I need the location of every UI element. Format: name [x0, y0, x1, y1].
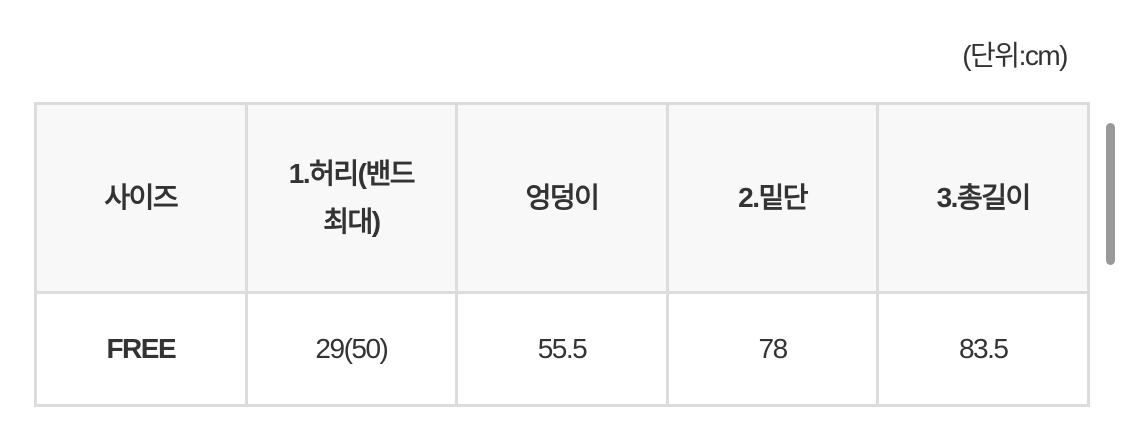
- scrollbar[interactable]: [1106, 123, 1115, 265]
- cell-waist: 29(50): [244, 291, 459, 407]
- header-total-length: 3.총길이: [876, 102, 1090, 294]
- cell-hem: 78: [665, 291, 880, 407]
- table-row: FREE 29(50) 55.5 78 83.5: [34, 291, 1090, 407]
- cell-hip: 55.5: [455, 291, 669, 407]
- unit-label: (단위:cm): [962, 40, 1068, 71]
- header-waist: 1.허리(밴드 최대): [244, 102, 459, 294]
- header-hip: 엉덩이: [455, 102, 669, 294]
- header-hem: 2.밑단: [665, 102, 880, 294]
- size-table: 사이즈 1.허리(밴드 최대) 엉덩이 2.밑단 3.총길이 FREE 29(5…: [34, 102, 1090, 407]
- header-size: 사이즈: [34, 102, 248, 294]
- cell-total-length: 83.5: [876, 291, 1090, 407]
- cell-size: FREE: [34, 291, 248, 407]
- table-header-row: 사이즈 1.허리(밴드 최대) 엉덩이 2.밑단 3.총길이: [34, 102, 1090, 294]
